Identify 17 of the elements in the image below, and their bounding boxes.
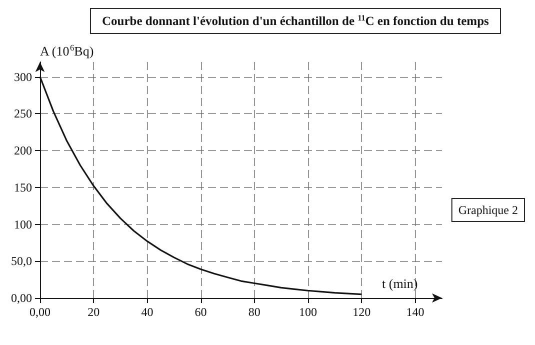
x-tick-label: 0,00	[30, 305, 50, 319]
x-tick-label: 40	[141, 305, 154, 319]
y-tick-label: 0,00	[11, 291, 32, 305]
x-tick-label: 100	[299, 305, 317, 319]
x-axis-title: t (min)	[382, 276, 418, 291]
y-tick-label: 50,0	[11, 254, 32, 268]
x-tick-label: 60	[194, 305, 207, 319]
y-tick-label: 300	[14, 70, 32, 84]
x-tick-label: 140	[406, 305, 424, 319]
y-tick-label: 200	[14, 144, 32, 158]
y-tick-label: 250	[14, 106, 32, 121]
y-tick-label: 150	[14, 180, 32, 194]
text: Graphique 2	[458, 203, 518, 217]
x-tick-label: 80	[248, 305, 260, 319]
y-tick-label: 100	[14, 217, 32, 232]
x-tick-label: 120	[352, 305, 371, 319]
x-tick-label: 20	[88, 305, 100, 319]
